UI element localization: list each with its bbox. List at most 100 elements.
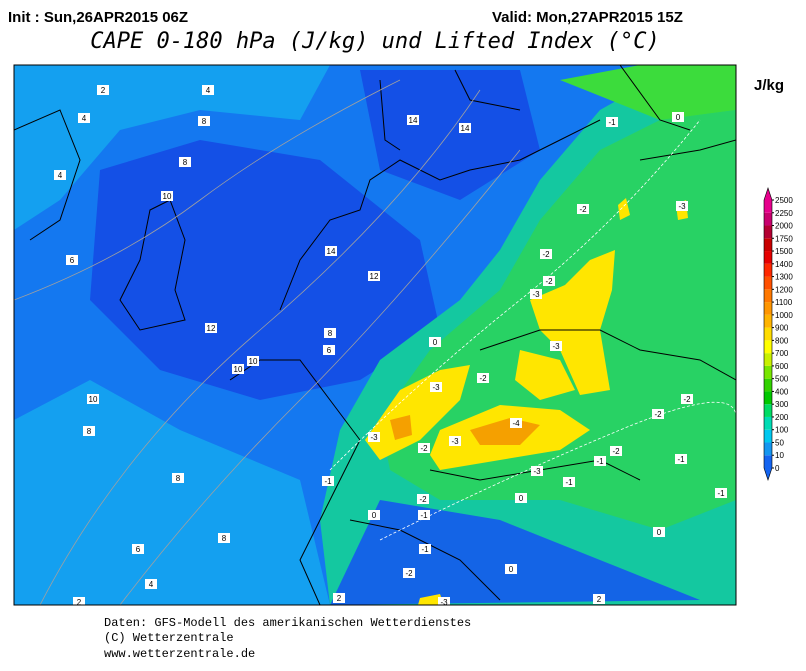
contour-label: 6 xyxy=(327,346,332,355)
field xyxy=(560,65,736,120)
colorbar-label: 300 xyxy=(775,400,789,409)
contour-label-box xyxy=(510,418,522,428)
field xyxy=(90,140,440,400)
colorbar-label: 400 xyxy=(775,387,789,396)
contour-label-box xyxy=(325,246,337,256)
contour-label: 8 xyxy=(328,329,333,338)
contour-label: -3 xyxy=(432,383,440,392)
field xyxy=(14,65,330,230)
contour-label: 6 xyxy=(70,256,75,265)
contour-label: 8 xyxy=(87,427,92,436)
contour-label-box xyxy=(218,533,230,543)
isolines xyxy=(14,79,521,605)
contour-label: -3 xyxy=(451,437,459,446)
contour-label-box xyxy=(653,527,665,537)
colorbar-swatch xyxy=(764,429,772,443)
colorbar-swatch xyxy=(764,289,772,303)
contour-label-box xyxy=(672,112,684,122)
colorbar-end xyxy=(764,468,772,480)
contour-label: 6 xyxy=(136,545,141,554)
contour-label-box xyxy=(563,477,575,487)
contour-label-box xyxy=(179,157,191,167)
contour-label: -2 xyxy=(405,569,413,578)
contour-label-box xyxy=(550,341,562,351)
contour-label-box xyxy=(87,394,99,404)
contour-label: -1 xyxy=(717,489,725,498)
colorbar-swatch xyxy=(764,442,772,456)
contour-label-box xyxy=(676,201,688,211)
colorbar-label: 2250 xyxy=(775,209,793,218)
colorbar-label: 2500 xyxy=(775,196,793,205)
title: CAPE 0-180 hPa (J/kg) und Lifted Index (… xyxy=(90,29,660,54)
field xyxy=(515,350,575,400)
colorbar-label: 1400 xyxy=(775,260,793,269)
contour-label-box xyxy=(531,466,543,476)
contour-label: 4 xyxy=(206,86,211,95)
contour-label-box xyxy=(132,544,144,554)
colorbar-swatch xyxy=(764,391,772,405)
contour-label-box xyxy=(459,123,471,133)
footer-line: Daten: GFS-Modell des amerikanischen Wet… xyxy=(104,616,471,630)
contour-label: 4 xyxy=(82,114,87,123)
contour-label: -2 xyxy=(479,374,487,383)
contour-label-box xyxy=(247,356,259,366)
colorbar: 0 10 50 100 200 300 400 500 600 700 800 900 1000 1100… xyxy=(763,187,793,481)
contour-label-box xyxy=(593,594,605,604)
contour-label: -3 xyxy=(532,290,540,299)
contour-label: 2 xyxy=(77,598,82,607)
contour-label-box xyxy=(172,473,184,483)
contour-label-box xyxy=(198,116,210,126)
contour-label-box xyxy=(417,494,429,504)
contour-label: 4 xyxy=(58,171,63,180)
field xyxy=(14,380,330,605)
contour-label-box xyxy=(577,204,589,214)
map-frame xyxy=(13,64,737,606)
colorbar-label: 1300 xyxy=(775,273,793,282)
contour-label: 10 xyxy=(234,365,243,374)
colorbar-label: 700 xyxy=(775,349,789,358)
valid-time: Valid: Mon,27APR2015 15Z xyxy=(492,9,683,26)
contour-label: 0 xyxy=(509,565,514,574)
colorbar-label: 1100 xyxy=(775,298,793,307)
colorbar-label: 50 xyxy=(775,438,784,447)
contour-label-box xyxy=(368,271,380,281)
colorbar-label: 1200 xyxy=(775,285,793,294)
contour-label-box xyxy=(505,564,517,574)
contour-label: -3 xyxy=(533,467,541,476)
contour-label-box xyxy=(78,113,90,123)
contour-label-box xyxy=(610,446,622,456)
contour-label: -3 xyxy=(440,598,448,607)
unit-label: J/kg xyxy=(754,77,784,94)
contour-label: 8 xyxy=(176,474,181,483)
colorbar-label: 600 xyxy=(775,362,789,371)
contour-label: -2 xyxy=(612,447,620,456)
contour-label: 8 xyxy=(222,534,227,543)
contour-label: -4 xyxy=(512,419,520,428)
contour-label: -2 xyxy=(545,277,553,286)
colorbar-swatch xyxy=(764,455,772,468)
contour-label: -2 xyxy=(542,250,550,259)
contour-label: 12 xyxy=(370,272,379,281)
contour-label: 10 xyxy=(249,357,258,366)
contour-label-box xyxy=(515,493,527,503)
colorbar-swatch xyxy=(764,200,772,213)
contour-label-box xyxy=(438,597,450,605)
contour-label-box xyxy=(681,394,693,404)
contour-label-box xyxy=(652,409,664,419)
contour-label: 12 xyxy=(207,324,216,333)
contour-label: 2 xyxy=(597,595,602,604)
contour-label: 8 xyxy=(183,158,188,167)
field xyxy=(470,418,540,445)
colorbar-swatch xyxy=(764,212,772,226)
field xyxy=(330,500,700,605)
colorbar-swatch xyxy=(764,327,772,341)
contour-label-box xyxy=(145,579,157,589)
contour-label: -1 xyxy=(420,511,428,520)
contour-label-box xyxy=(419,544,431,554)
contour-label: -1 xyxy=(421,545,429,554)
contour-label: 10 xyxy=(89,395,98,404)
colorbar-swatch xyxy=(764,314,772,328)
contour-label-box xyxy=(418,510,430,520)
contour-label: -1 xyxy=(565,478,573,487)
